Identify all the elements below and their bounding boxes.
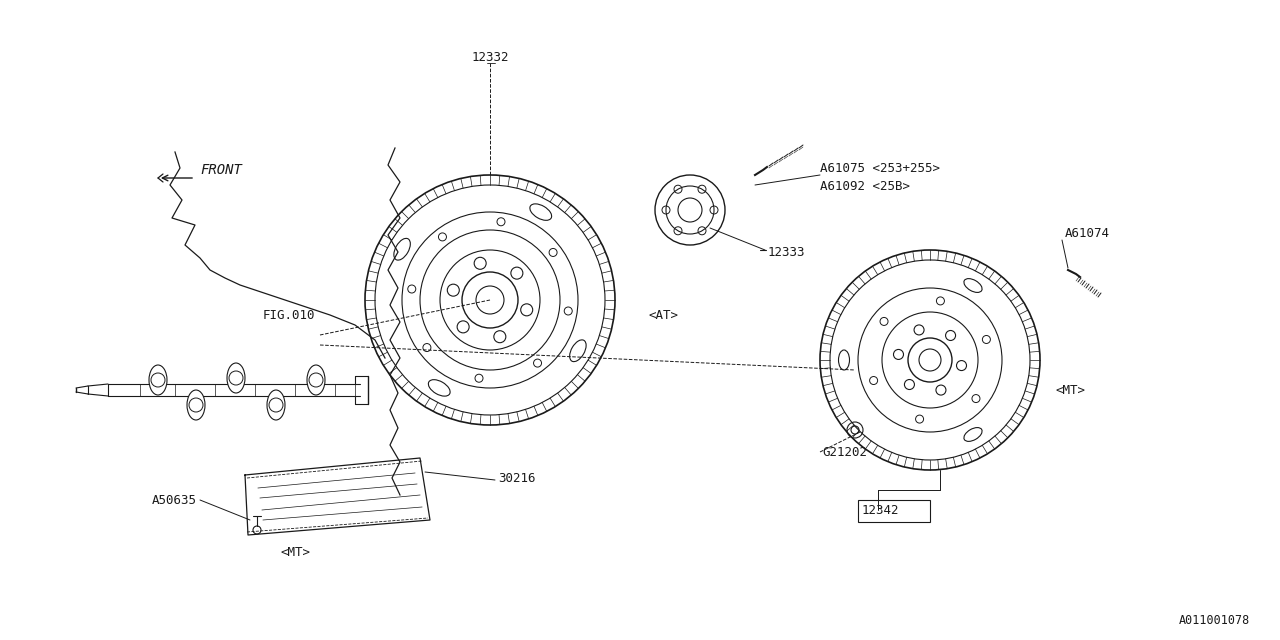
- Text: 12342: 12342: [861, 504, 900, 516]
- Circle shape: [308, 373, 323, 387]
- Circle shape: [151, 373, 165, 387]
- Text: <AT>: <AT>: [648, 308, 678, 321]
- Ellipse shape: [307, 365, 325, 395]
- Text: 12333: 12333: [768, 246, 805, 259]
- Text: <MT>: <MT>: [280, 545, 310, 559]
- Text: FRONT: FRONT: [200, 163, 242, 177]
- Text: A50635: A50635: [152, 493, 197, 506]
- Text: A61075 <253+255>: A61075 <253+255>: [820, 161, 940, 175]
- Ellipse shape: [148, 365, 166, 395]
- Text: A61074: A61074: [1065, 227, 1110, 239]
- Ellipse shape: [268, 390, 285, 420]
- Text: <MT>: <MT>: [1055, 383, 1085, 397]
- Circle shape: [269, 398, 283, 412]
- Text: G21202: G21202: [822, 445, 867, 458]
- Text: A61092 <25B>: A61092 <25B>: [820, 179, 910, 193]
- Bar: [858, 500, 931, 522]
- Text: A011001078: A011001078: [1179, 614, 1251, 627]
- Text: FIG.010: FIG.010: [262, 308, 315, 321]
- Text: 12332: 12332: [471, 51, 508, 63]
- Circle shape: [189, 398, 204, 412]
- Text: 30216: 30216: [498, 472, 535, 484]
- Ellipse shape: [187, 390, 205, 420]
- Ellipse shape: [227, 363, 244, 393]
- Circle shape: [229, 371, 243, 385]
